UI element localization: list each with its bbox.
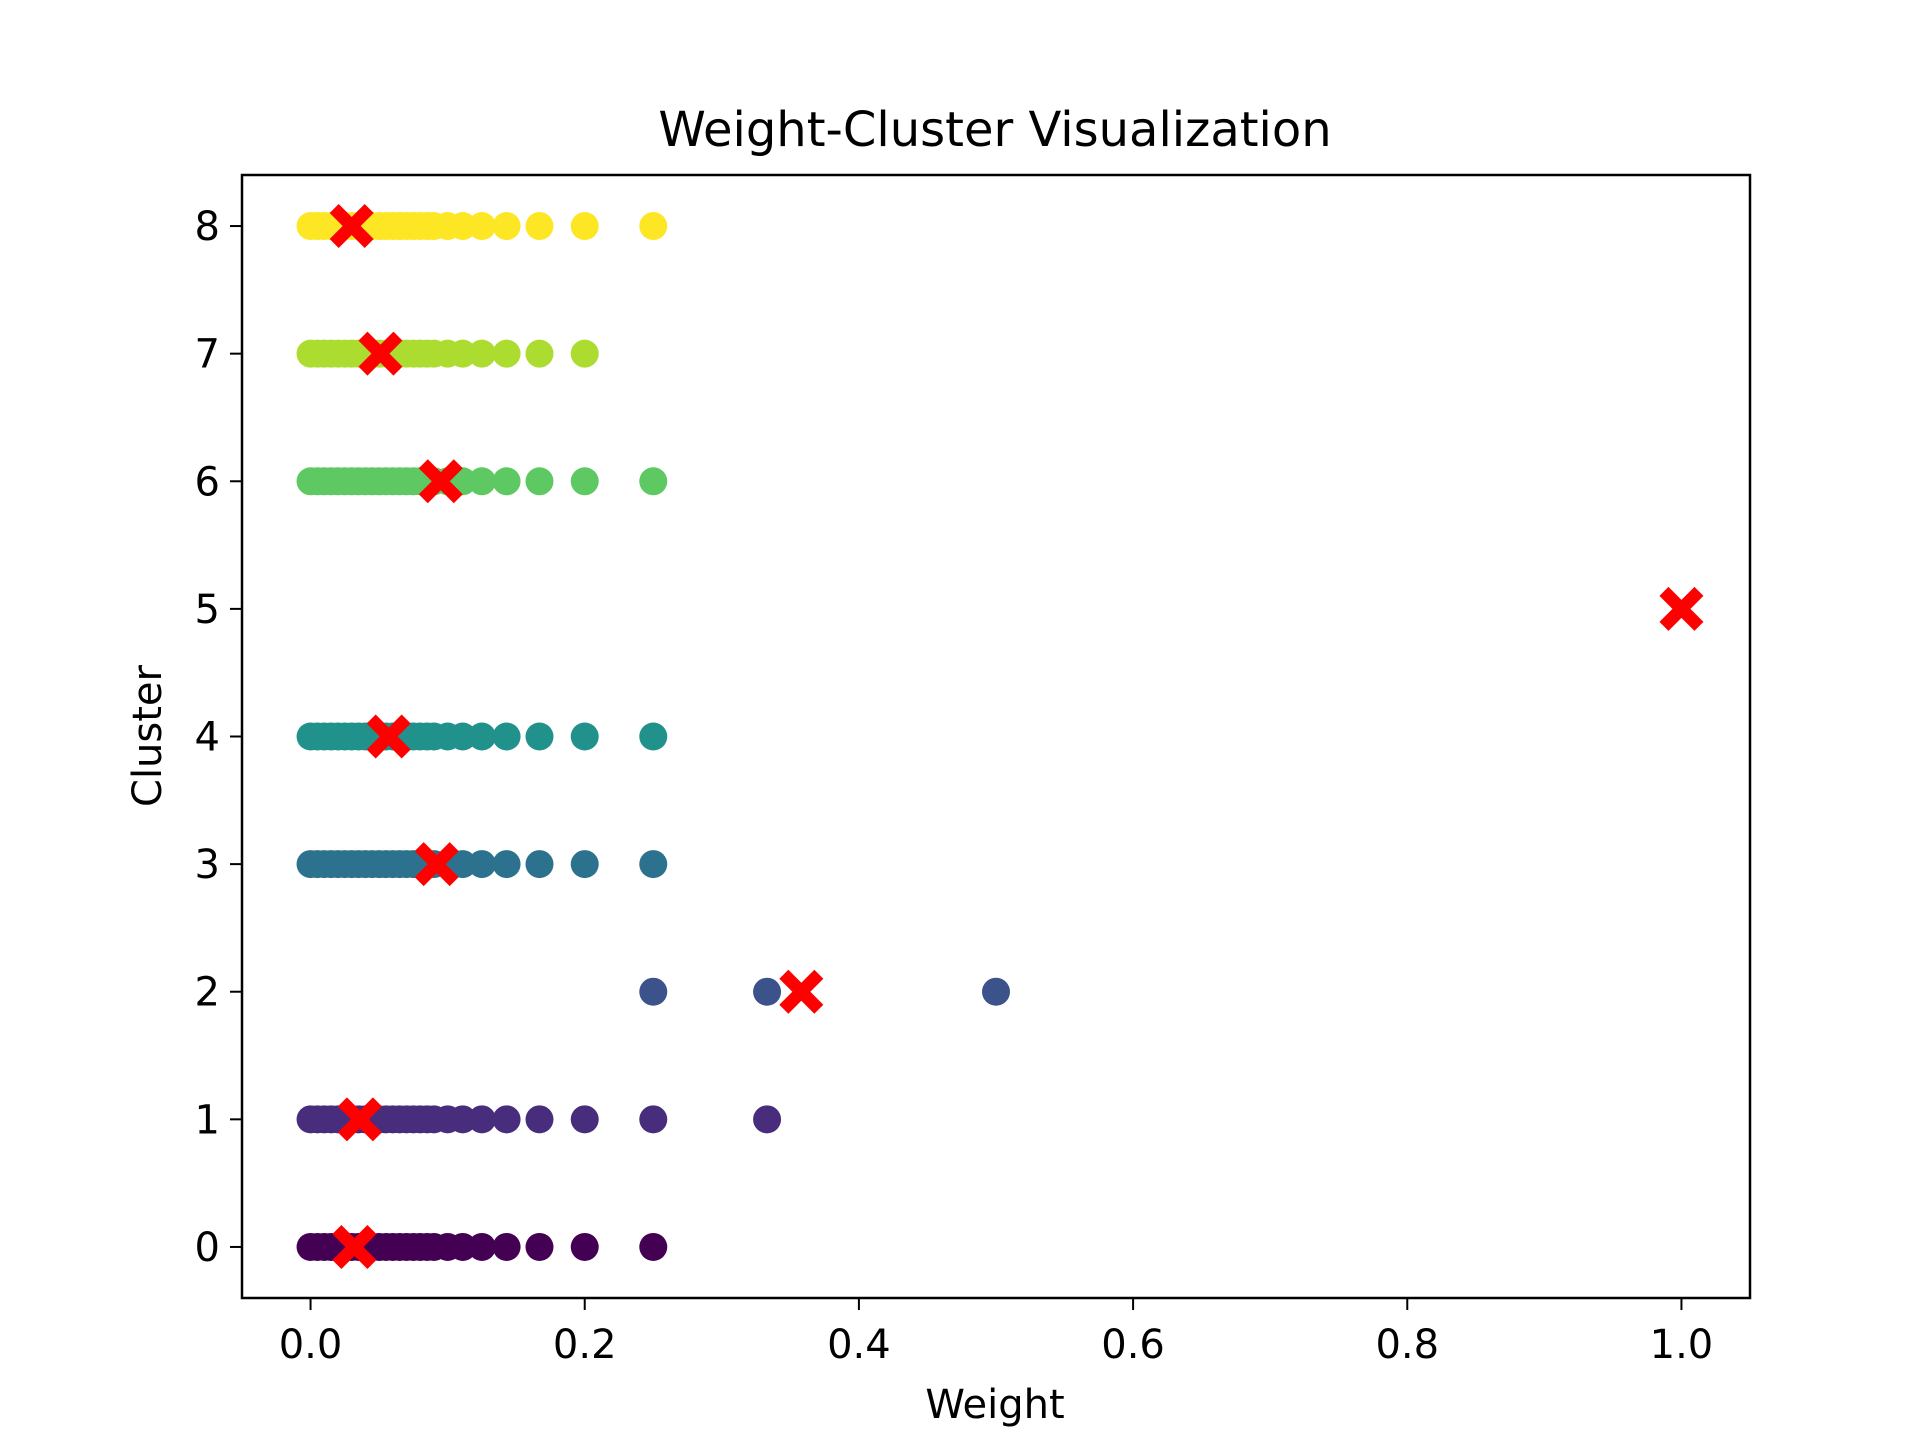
- y-tick-label: 4: [195, 715, 220, 761]
- data-point: [570, 467, 599, 496]
- centroid-marker-cluster-7: [358, 331, 403, 376]
- data-point: [448, 1232, 477, 1261]
- x-tick-label: 0.2: [553, 1322, 617, 1368]
- cluster-4-points: [296, 722, 668, 751]
- data-point: [639, 850, 668, 879]
- data-point: [525, 1105, 554, 1134]
- data-point: [448, 722, 477, 751]
- data-point: [570, 1105, 599, 1134]
- y-tick-label: 3: [195, 842, 220, 888]
- data-point: [753, 1105, 782, 1134]
- data-point: [492, 1232, 521, 1261]
- y-tick-label: 6: [195, 459, 220, 505]
- x-tick-label: 0.8: [1375, 1322, 1439, 1368]
- centroid-marker-cluster-2: [779, 969, 824, 1014]
- data-point: [639, 977, 668, 1006]
- data-point: [639, 1105, 668, 1134]
- data-point: [525, 1232, 554, 1261]
- x-tick-label: 0.0: [279, 1322, 343, 1368]
- y-tick-label: 1: [195, 1097, 220, 1143]
- data-point: [448, 850, 477, 879]
- y-tick-label: 8: [195, 204, 220, 250]
- data-point: [525, 850, 554, 879]
- centroid-marker-cluster-4: [366, 714, 411, 759]
- y-axis-label: Cluster: [125, 664, 171, 807]
- data-point: [982, 977, 1010, 1006]
- centroid-marker-cluster-8: [329, 204, 374, 249]
- chart-title: Weight-Cluster Visualization: [658, 102, 1331, 158]
- x-tick-label: 0.6: [1101, 1322, 1165, 1368]
- data-point: [525, 212, 554, 241]
- data-point: [492, 1105, 521, 1134]
- data-point: [448, 1105, 477, 1134]
- data-point: [492, 722, 521, 751]
- data-point: [492, 850, 521, 879]
- data-point: [467, 1105, 496, 1134]
- data-point: [639, 467, 668, 496]
- x-tick-label: 1.0: [1650, 1322, 1714, 1368]
- data-point: [570, 722, 599, 751]
- data-point: [753, 977, 782, 1006]
- data-point: [570, 850, 599, 879]
- data-point: [467, 212, 496, 241]
- centroid-marker-cluster-0: [332, 1224, 377, 1269]
- centroid-marker-cluster-5: [1659, 586, 1704, 631]
- data-point: [467, 722, 496, 751]
- data-point: [570, 1232, 599, 1261]
- y-tick-label: 0: [195, 1225, 220, 1271]
- data-point: [525, 722, 554, 751]
- centroid-marker-cluster-6: [418, 459, 463, 504]
- data-point: [467, 850, 496, 879]
- data-point: [639, 1232, 668, 1261]
- data-point: [467, 467, 496, 496]
- data-point: [492, 212, 521, 241]
- data-point: [639, 722, 668, 751]
- cluster-8-points: [296, 212, 668, 241]
- data-point: [448, 339, 477, 368]
- data-point: [570, 212, 599, 241]
- data-point: [570, 339, 599, 368]
- centroid-marker-cluster-3: [414, 842, 459, 887]
- data-point: [492, 467, 521, 496]
- x-tick-label: 0.4: [827, 1322, 891, 1368]
- y-axis: 0 1 2 3 4 5 6 7 8: [195, 204, 242, 1271]
- y-tick-label: 7: [195, 332, 220, 378]
- data-point: [492, 339, 521, 368]
- cluster-1-points: [296, 1105, 782, 1134]
- y-tick-label: 2: [195, 970, 220, 1016]
- data-point: [467, 1232, 496, 1261]
- x-axis: 0.0 0.2 0.4 0.6 0.8 1.0: [279, 1298, 1714, 1368]
- data-point: [525, 467, 554, 496]
- data-point: [639, 212, 668, 241]
- centroid-marker-cluster-1: [337, 1097, 382, 1142]
- data-point: [448, 212, 477, 241]
- y-tick-label: 5: [195, 587, 220, 633]
- data-point: [467, 339, 496, 368]
- x-axis-label: Weight: [925, 1382, 1064, 1428]
- data-point: [525, 339, 554, 368]
- centroids-layer: [329, 204, 1704, 1269]
- cluster-2-points: [639, 977, 1010, 1006]
